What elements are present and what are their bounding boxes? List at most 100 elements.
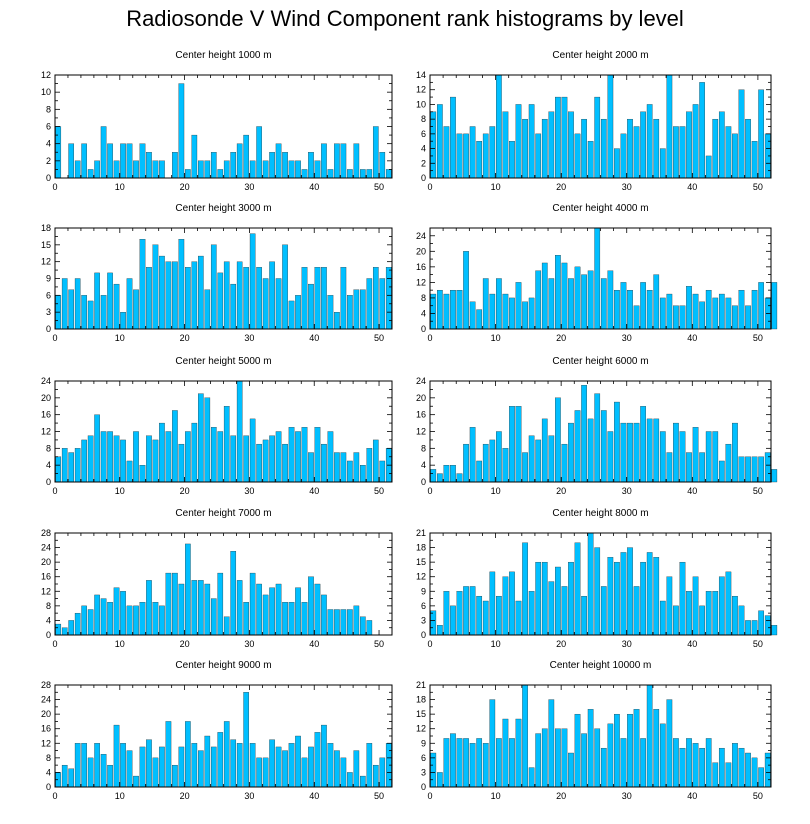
histogram-bar — [496, 738, 502, 788]
histogram-bar — [217, 732, 224, 788]
histogram-bar — [288, 602, 295, 636]
histogram-bar — [61, 278, 68, 330]
histogram-bar — [640, 111, 646, 179]
x-tick-label: 20 — [180, 639, 190, 649]
histogram-bar — [308, 452, 314, 483]
histogram-bar — [236, 261, 243, 330]
histogram-bar — [666, 293, 673, 330]
histogram-bar — [673, 422, 679, 483]
histogram-bar — [74, 612, 81, 636]
histogram-bar — [249, 233, 256, 330]
histogram-bar — [496, 431, 502, 483]
histogram-bar — [204, 289, 211, 330]
histogram-bar — [262, 278, 269, 330]
y-tick-label: 12 — [416, 427, 426, 437]
histogram-bar — [574, 266, 581, 330]
histogram-bar — [198, 160, 204, 179]
histogram-bar — [705, 155, 712, 179]
histogram-bar — [282, 152, 288, 179]
x-tick-label: 20 — [556, 791, 566, 801]
y-tick-label: 0 — [421, 782, 426, 792]
histogram-bar — [68, 768, 75, 788]
histogram-bar — [366, 743, 373, 788]
histogram-bar — [482, 443, 489, 483]
histogram-bar — [139, 465, 146, 483]
histogram-bar — [482, 133, 489, 179]
histogram-bar — [113, 587, 120, 636]
histogram-bar — [172, 410, 178, 483]
histogram-bar — [443, 293, 450, 330]
x-tick-label: 20 — [556, 486, 566, 496]
histogram-bar — [548, 581, 555, 636]
histogram-bar — [191, 580, 198, 636]
histogram-bar — [692, 743, 699, 788]
histogram-bar — [178, 443, 185, 483]
histogram-bar — [436, 772, 443, 788]
histogram-bar — [522, 684, 528, 788]
y-tick-label: 0 — [421, 477, 426, 487]
histogram-bar — [568, 278, 574, 330]
y-tick-label: 12 — [416, 277, 426, 287]
histogram-bar — [120, 439, 126, 483]
histogram-bar — [594, 96, 601, 179]
histogram-bar — [450, 96, 456, 179]
histogram-bar — [705, 289, 712, 330]
histogram-bar — [126, 750, 133, 788]
histogram-bar — [640, 406, 646, 483]
histogram-bar — [509, 406, 515, 483]
y-tick-label: 18 — [416, 543, 426, 553]
histogram-bar — [568, 111, 574, 179]
histogram-bar — [94, 160, 100, 179]
histogram-bar — [314, 160, 321, 179]
histogram-bar — [288, 160, 295, 179]
histogram-bar — [469, 301, 476, 330]
histogram-bar — [360, 289, 366, 330]
histogram-bar — [738, 605, 745, 636]
histogram-bar — [236, 143, 243, 179]
histogram-bar — [308, 576, 314, 636]
x-tick-label: 40 — [309, 486, 319, 496]
histogram-bar — [223, 261, 230, 330]
histogram-bar — [587, 418, 594, 483]
histogram-bar — [561, 96, 568, 179]
histogram-bar — [515, 600, 522, 636]
histogram-bar — [548, 278, 555, 330]
histogram-bar — [614, 148, 620, 179]
histogram-bar — [705, 431, 712, 483]
histogram-bar — [614, 401, 620, 483]
histogram-bar — [686, 591, 692, 636]
histogram-bar — [686, 452, 692, 483]
histogram-bar — [262, 594, 269, 636]
histogram-bar — [55, 456, 62, 483]
histogram-bar — [463, 738, 469, 788]
histogram-bar — [68, 143, 75, 179]
y-tick-label: 16 — [416, 410, 426, 420]
histogram-bar — [528, 435, 535, 483]
histogram-bar — [443, 465, 450, 483]
histogram-bar — [256, 267, 262, 330]
histogram-bar — [640, 561, 646, 636]
histogram-bar — [502, 718, 509, 788]
histogram-bar — [587, 709, 594, 788]
histogram-bar — [456, 738, 463, 788]
histogram-bar — [243, 134, 249, 179]
histogram-bar — [210, 746, 217, 788]
histogram-bar — [679, 561, 686, 636]
y-tick-label: 20 — [416, 246, 426, 256]
histogram-bar — [269, 587, 275, 636]
histogram-bar — [152, 244, 159, 330]
histogram-bar — [745, 620, 751, 636]
histogram-bar — [515, 406, 522, 483]
histogram-bar — [146, 580, 152, 636]
y-tick-label: 8 — [46, 601, 51, 611]
histogram-bar — [496, 74, 502, 179]
histogram-bar — [607, 74, 614, 179]
x-tick-label: 30 — [622, 639, 632, 649]
histogram-bar — [568, 752, 574, 788]
histogram-bar — [249, 572, 256, 636]
histogram-bar — [620, 133, 627, 179]
histogram-bar — [334, 452, 340, 483]
histogram-bar — [282, 750, 288, 788]
histogram-bar — [712, 762, 719, 788]
histogram-bar — [217, 431, 224, 483]
